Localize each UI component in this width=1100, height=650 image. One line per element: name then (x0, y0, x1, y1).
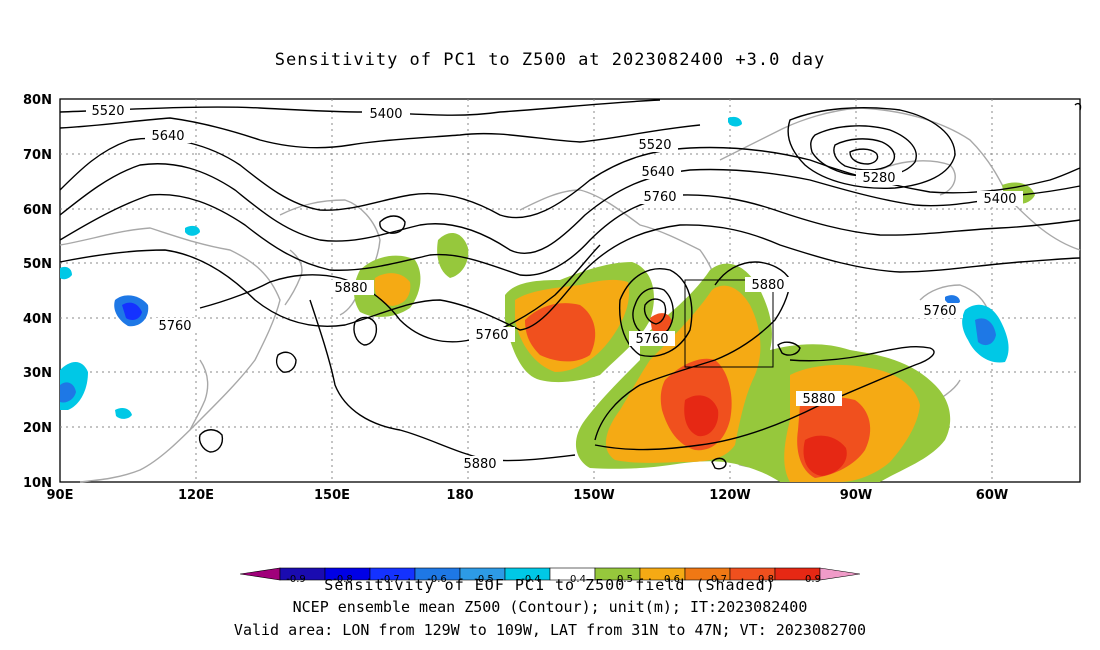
colorbar-tick: 0.9 (805, 574, 821, 585)
colorbar-tick: -0.6 (427, 574, 447, 585)
contour-label: 5640 (641, 165, 674, 180)
colorbar-tick: -0.9 (286, 574, 306, 585)
contour-label: 5280 (862, 171, 895, 186)
colorbar-cell (819, 567, 860, 581)
colorbar: -0.9 -0.8 -0.7 -0.6 -0.5 -0.4 0.4 0.5 0.… (240, 567, 860, 585)
colorbar-tick: -0.8 (333, 574, 353, 585)
lon-label: 150W (573, 488, 614, 503)
contour-label: 5880 (751, 278, 784, 293)
valid-area-box (684, 279, 774, 368)
caption-valid-area: Valid area: LON from 129W to 109W, LAT f… (233, 621, 867, 639)
lat-label: 30N (23, 366, 52, 381)
lon-label: 180 (446, 488, 473, 503)
colorbar-tick: -0.5 (474, 574, 494, 585)
map-title: Sensitivity of PC1 to Z500 at 2023082400… (274, 50, 826, 70)
longitude-labels: 90E 120E 150E 180 150W 120W 90W 60W (47, 488, 1009, 503)
caption-contour-info: NCEP ensemble mean Z500 (Contour); unit(… (292, 598, 808, 616)
map-plot: 5520 5400 5640 5520 5640 5760 5280 5400 … (23, 93, 1082, 503)
colorbar-cells (240, 567, 860, 581)
lat-label: 10N (23, 476, 52, 491)
colorbar-tick: 0.8 (758, 574, 774, 585)
colorbar-tick: 0.6 (664, 574, 680, 585)
z500-contours (59, 99, 1082, 470)
lat-label: 20N (23, 421, 52, 436)
latitude-labels: 80N 70N 60N 50N 40N 30N 20N 10N (23, 93, 52, 491)
contour-label: 5760 (923, 304, 956, 319)
lat-label: 60N (23, 203, 52, 218)
contour-label: 5880 (334, 281, 367, 296)
colorbar-tick: 0.4 (570, 574, 586, 585)
lon-label: 120E (178, 488, 214, 503)
contour-label-group: 5520 5400 5640 5520 5640 5760 5280 5400 … (86, 103, 1023, 472)
lon-label: 120W (709, 488, 750, 503)
contour-label: 5880 (463, 457, 496, 472)
lat-label: 50N (23, 257, 52, 272)
contour-label: 5520 (638, 138, 671, 153)
lat-label: 70N (23, 148, 52, 163)
colorbar-tick: 0.7 (711, 574, 727, 585)
lat-label: 80N (23, 93, 52, 108)
lon-label: 60W (976, 488, 1008, 503)
colorbar-label: Sensitivity of EOF PC1 to Z500 field (Sh… (324, 576, 776, 594)
contour-label: 5400 (983, 192, 1016, 207)
contour-label: 5880 (802, 392, 835, 407)
contour-label: 5760 (158, 319, 191, 334)
colorbar-ticks: -0.9 -0.8 -0.7 -0.6 -0.5 -0.4 0.4 0.5 0.… (286, 574, 821, 585)
contour-label: 5760 (643, 190, 676, 205)
lon-label: 150E (314, 488, 350, 503)
lon-label: 90E (47, 488, 74, 503)
contour-label: 5760 (635, 332, 668, 347)
colorbar-tick: 0.5 (617, 574, 633, 585)
lat-label: 40N (23, 312, 52, 327)
colorbar-tick: -0.4 (521, 574, 541, 585)
colorbar-tick: -0.7 (380, 574, 400, 585)
lon-label: 90W (840, 488, 872, 503)
contour-label: 5400 (369, 107, 402, 122)
contour-label: 5640 (151, 129, 184, 144)
contour-label: 5520 (91, 104, 124, 119)
contour-label: 5760 (475, 328, 508, 343)
